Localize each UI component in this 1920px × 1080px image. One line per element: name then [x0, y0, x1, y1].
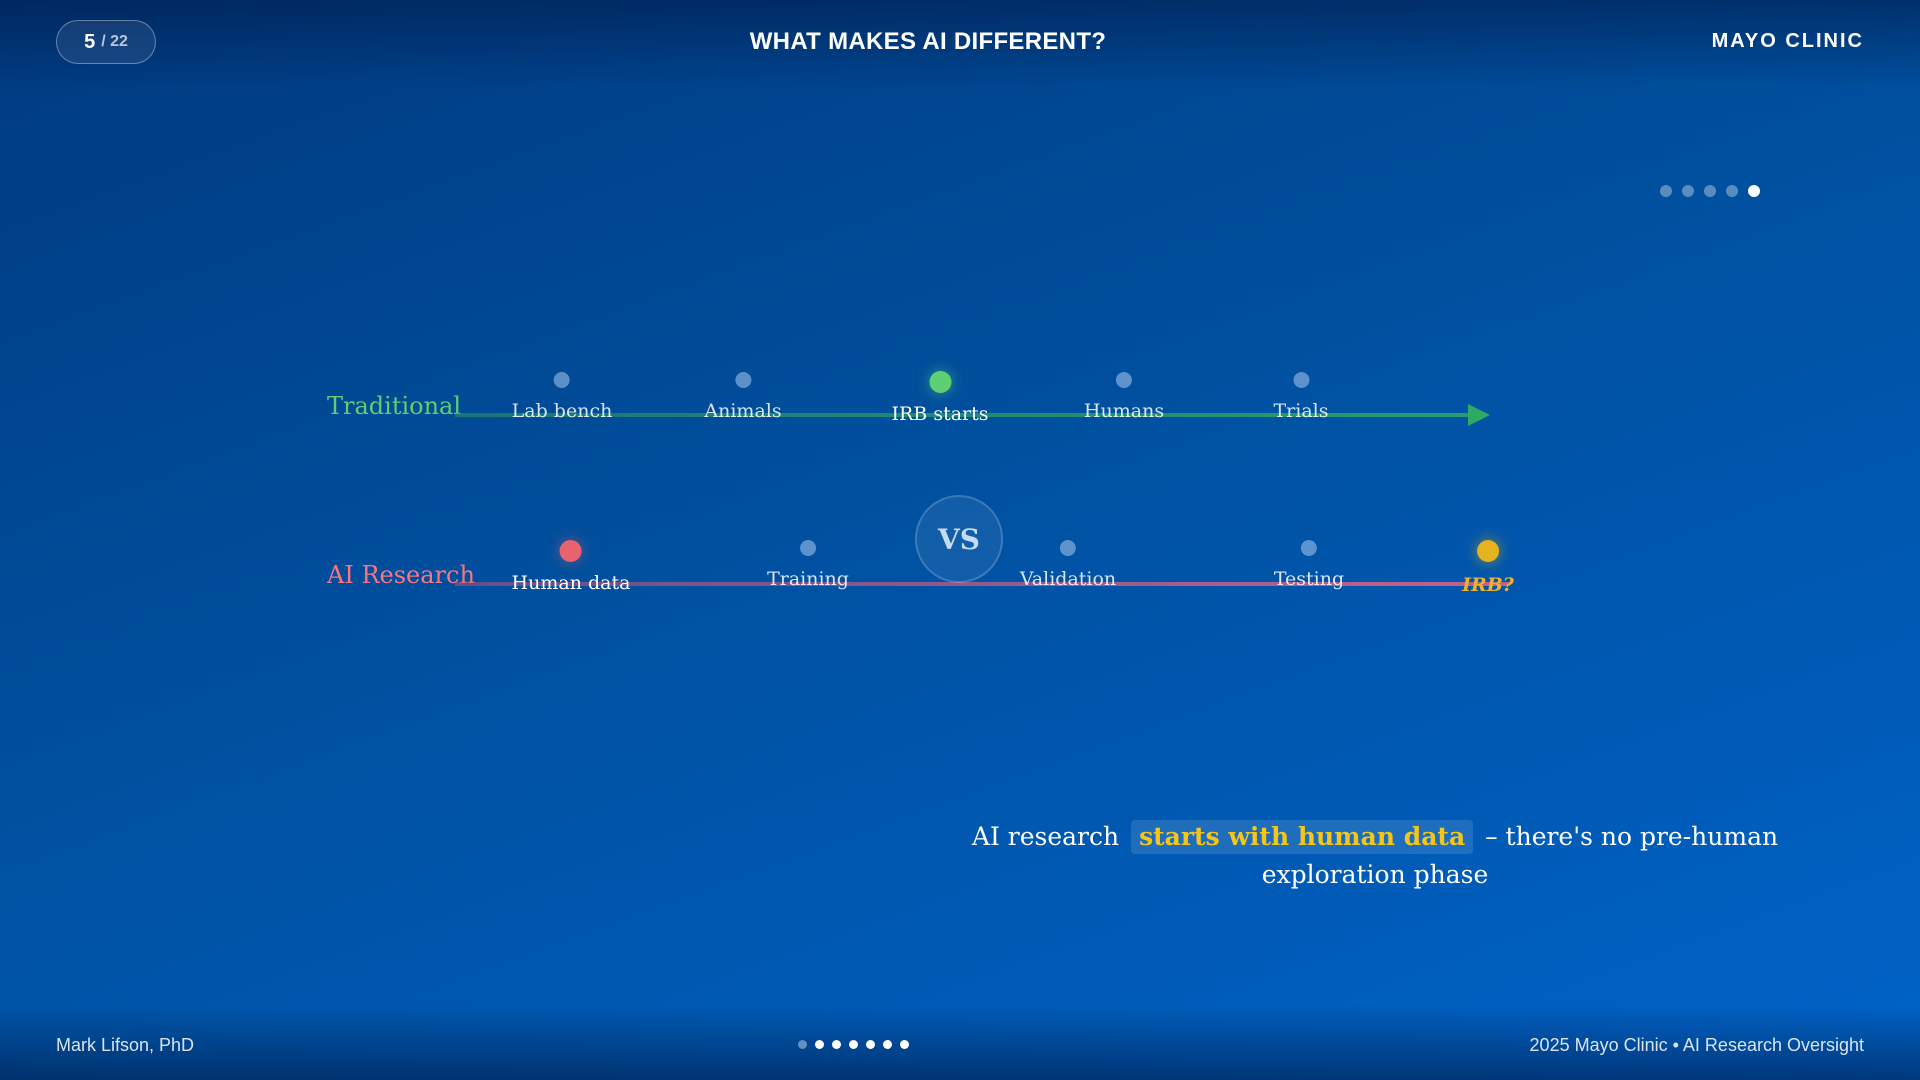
- traditional-step-label: IRB starts: [891, 403, 989, 425]
- traditional-step-label: Lab bench: [511, 400, 613, 422]
- nav-dot[interactable]: [900, 1040, 909, 1049]
- vs-badge: VS: [915, 495, 1003, 583]
- slide-current-number: 5: [84, 30, 96, 53]
- timeline-dot-icon: [1060, 540, 1076, 556]
- irb-question-dot-icon: [1477, 540, 1499, 562]
- caption-suffix: – there's no pre-human exploration phase: [1261, 822, 1779, 889]
- ai-research-timeline-line: [455, 582, 1510, 586]
- footer-bar: [0, 1005, 1920, 1080]
- slide-nav-dots: [798, 1040, 909, 1049]
- footer-author: Mark Lifson, PhD: [56, 1035, 195, 1055]
- nav-dot[interactable]: [883, 1040, 892, 1049]
- page-title: WHAT MAKES AI DIFFERENT?: [749, 28, 1107, 55]
- nav-dot[interactable]: [832, 1040, 841, 1049]
- traditional-step: Humans: [1084, 372, 1164, 422]
- step-dot[interactable]: [1704, 185, 1716, 197]
- ai-step-label: Human data: [511, 572, 631, 594]
- caption-prefix: AI research: [971, 822, 1120, 851]
- arrow-right-icon: [1468, 404, 1490, 426]
- step-indicator: [1660, 185, 1760, 197]
- ai-step-irb-question: IRB?: [1462, 540, 1514, 596]
- timeline-dot-icon: [1115, 372, 1132, 388]
- traditional-row-label: Traditional: [327, 392, 462, 420]
- ai-step: Validation: [1020, 540, 1116, 590]
- timeline-dot-icon: [1301, 540, 1317, 556]
- ai-step-label: IRB?: [1462, 574, 1514, 596]
- ai-step-label: Testing: [1273, 568, 1345, 590]
- ai-step-label: Training: [767, 568, 849, 590]
- nav-dot[interactable]: [849, 1040, 858, 1049]
- ai-step: Training: [767, 540, 849, 590]
- step-dot[interactable]: [1682, 185, 1694, 197]
- timeline-dot-icon: [553, 372, 570, 388]
- traditional-step: Trials: [1274, 372, 1329, 422]
- step-dot[interactable]: [1726, 185, 1738, 197]
- traditional-step-irb: IRB starts: [892, 371, 989, 425]
- traditional-step: Animals: [704, 372, 782, 422]
- slide-caption: AI research starts with human data – the…: [960, 818, 1790, 894]
- timeline-dot-icon: [1293, 372, 1309, 388]
- brand-logo: MAYO CLINIC: [1711, 30, 1864, 52]
- footer-copyright: 2025 Mayo Clinic • AI Research Oversight: [1529, 1035, 1864, 1055]
- traditional-step: Lab bench: [511, 372, 613, 422]
- slide-total-number: / 22: [101, 33, 128, 50]
- timeline-dot-icon: [735, 372, 751, 388]
- irb-start-dot-icon: [929, 371, 951, 393]
- timeline-dot-icon: [800, 540, 816, 556]
- caption-highlight: starts with human data: [1131, 820, 1474, 854]
- nav-dot[interactable]: [815, 1040, 824, 1049]
- ai-step: Testing: [1274, 540, 1344, 590]
- step-dot-active[interactable]: [1748, 185, 1760, 197]
- nav-dot[interactable]: [866, 1040, 875, 1049]
- traditional-step-label: Humans: [1083, 400, 1165, 422]
- traditional-step-label: Animals: [704, 400, 782, 422]
- ai-research-row-label: AI Research: [327, 561, 475, 589]
- ai-step-label: Validation: [1019, 568, 1117, 590]
- traditional-step-label: Trials: [1273, 400, 1329, 422]
- header-bar: [0, 0, 1920, 90]
- step-dot[interactable]: [1660, 185, 1672, 197]
- human-data-dot-icon: [559, 540, 582, 562]
- traditional-timeline-line: [455, 413, 1470, 417]
- ai-step-human-data: Human data: [511, 540, 631, 594]
- slide-counter[interactable]: 5 / 22: [56, 20, 156, 64]
- nav-dot[interactable]: [798, 1040, 807, 1049]
